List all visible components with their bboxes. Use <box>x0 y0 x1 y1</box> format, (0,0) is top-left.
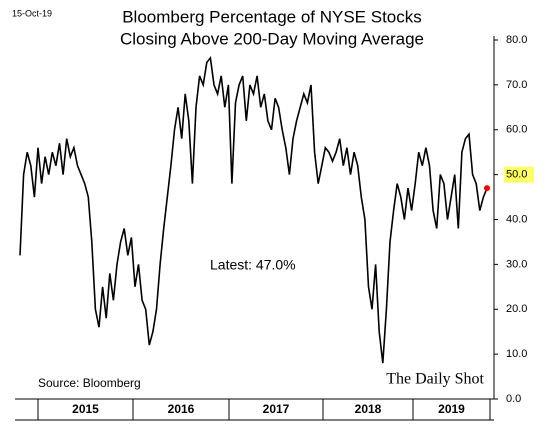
x-tick-label: 2018 <box>355 402 382 416</box>
y-tick-label: 60.0 <box>506 124 527 136</box>
y-tick-label: 30.0 <box>506 258 527 270</box>
y-tick-label: 20.0 <box>506 303 527 315</box>
x-tick-label: 2017 <box>263 402 290 416</box>
y-tick-label: 40.0 <box>506 213 527 225</box>
chart-subtitle: Closing Above 200-Day Moving Average <box>120 29 424 48</box>
y-tick-label: 50.0 <box>506 169 527 181</box>
source: Source: Bloomberg <box>38 376 141 390</box>
y-tick-label: 0.0 <box>506 393 521 405</box>
y-tick-label: 10.0 <box>506 348 527 360</box>
brand: The Daily Shot <box>386 371 484 388</box>
x-tick-label: 2019 <box>438 402 465 416</box>
y-tick-label: 70.0 <box>506 79 527 91</box>
x-tick-label: 2015 <box>72 402 99 416</box>
series-line <box>19 55 488 364</box>
annotation: Latest: 47.0% <box>210 257 296 273</box>
latest-marker <box>484 185 490 192</box>
date-label: 15-Oct-19 <box>12 8 52 18</box>
chart-title: Bloomberg Percentage of NYSE Stocks <box>122 7 422 26</box>
y-tick-label: 80.0 <box>506 34 527 46</box>
x-tick-label: 2016 <box>168 402 195 416</box>
tick-highlight <box>504 166 534 183</box>
